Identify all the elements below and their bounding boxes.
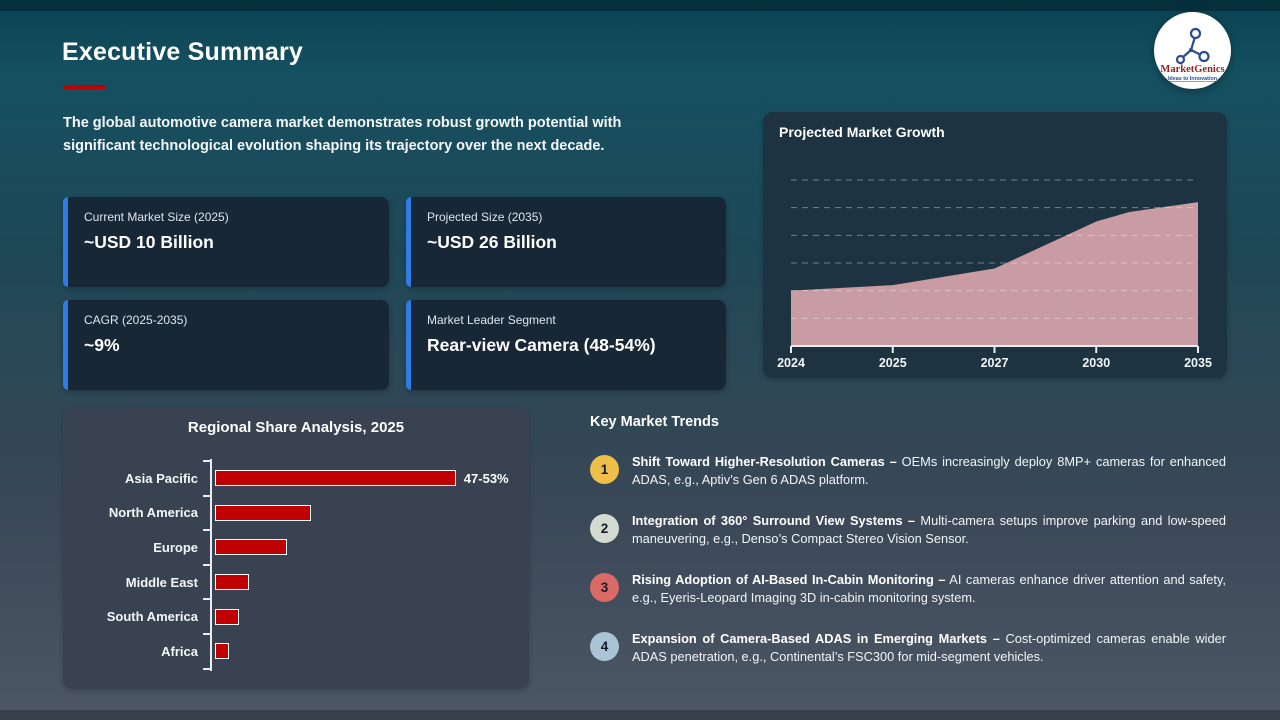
trends-heading: Key Market Trends — [590, 414, 719, 430]
growth-area-chart: 2024 2025 2027 2030 2035 — [777, 179, 1212, 370]
bar — [215, 504, 312, 521]
stat-card-projected-size: Projected Size (2035) ~USD 26 Billion — [406, 197, 726, 287]
bar-category-label: Africa — [161, 643, 198, 659]
bar-row: North America — [109, 496, 513, 531]
axis-tick — [203, 563, 210, 566]
bar-chart-plot: Asia Pacific 47-53% North America Europe Mid… — [107, 459, 513, 671]
bar-value-annotation: 47-53% — [463, 470, 509, 486]
trend-item: 4 Expansion of Camera-Based ADAS in Emerg… — [590, 630, 1226, 666]
trend-title: Shift Toward Higher-Resolution Cameras – — [632, 454, 897, 469]
stat-label: Current Market Size (2025) — [84, 210, 229, 224]
stat-card-grid: Current Market Size (2025) ~USD 10 Billi… — [63, 197, 726, 390]
trend-item: 1 Shift Toward Higher-Resolution Cameras … — [590, 453, 1226, 489]
stat-card-market-leader: Market Leader Segment Rear-view Camera (… — [406, 300, 726, 390]
axis-tick — [203, 667, 210, 670]
trend-title: Integration of 360° Surround View System… — [632, 513, 916, 528]
x-tick-label: 2027 — [981, 356, 1009, 370]
intro-line-1: The global automotive camera market demo… — [63, 115, 622, 131]
stat-value: ~USD 26 Billion — [427, 232, 557, 252]
trend-text: Expansion of Camera-Based ADAS in Emergi… — [632, 630, 1226, 666]
axis-tick — [203, 598, 210, 601]
card-accent-bar — [63, 300, 68, 390]
x-tick-label: 2030 — [1082, 356, 1110, 370]
key-market-trends-section: Key Market Trends 1 Shift Toward Higher-R… — [590, 408, 1226, 666]
bar-category-label: Asia Pacific — [125, 470, 198, 486]
trend-item: 2 Integration of 360° Surround View Syste… — [590, 512, 1226, 548]
stat-label: CAGR (2025-2035) — [84, 313, 188, 327]
x-tick-label: 2035 — [1184, 356, 1212, 370]
bar-category-label: Europe — [153, 539, 198, 555]
trend-number-badge: 2 — [590, 514, 619, 543]
trend-body: OEMs increasingly deploy 8MP+ cameras fo… — [632, 454, 1226, 487]
area-series — [791, 202, 1198, 346]
bar-row: Africa — [161, 634, 513, 669]
bar-category-label: North America — [108, 505, 198, 521]
trend-number-badge: 1 — [590, 455, 619, 484]
bottom-edge-strip — [0, 710, 1280, 720]
stat-label: Market Leader Segment — [427, 313, 556, 327]
bar-row: Europe — [153, 530, 513, 565]
top-edge-strip — [0, 0, 1280, 11]
axis-tick — [203, 633, 210, 635]
bar — [215, 539, 288, 556]
bar-category-label: Middle East — [125, 574, 198, 590]
regional-share-panel: Regional Share Analysis, 2025 Asia Pacif… — [63, 408, 529, 689]
marketgenics-logo: MarketGenics Ideas to Innovation — [1154, 12, 1231, 89]
trend-list: 1 Shift Toward Higher-Resolution Cameras … — [590, 453, 1226, 666]
trend-text: Shift Toward Higher-Resolution Cameras –… — [632, 453, 1226, 489]
logo-brand-text: MarketGenics — [1160, 64, 1224, 75]
bar-chart-y-axis — [210, 459, 212, 671]
bar — [215, 608, 240, 625]
trend-number-badge: 4 — [590, 632, 619, 661]
logo-tagline-text: Ideas to Innovation — [1168, 76, 1217, 82]
bar-row: South America — [107, 599, 513, 634]
title-underline — [63, 85, 106, 89]
axis-tick — [203, 494, 210, 497]
x-tick-label: 2024 — [777, 356, 805, 370]
x-tick-label: 2025 — [879, 356, 907, 370]
molecule-icon — [1175, 27, 1210, 65]
intro-line-2: significant technological evolution shap… — [63, 138, 605, 154]
projected-market-growth-panel: Projected Market Growth 2024 2025 2027 2030… — [763, 112, 1227, 378]
page-title: Executive Summary — [62, 38, 304, 66]
stat-value: Rear-view Camera (48-54%) — [427, 335, 656, 355]
bar-chart-title: Regional Share Analysis, 2025 — [187, 419, 405, 436]
trend-item: 3 Rising Adoption of AI-Based In-Cabin Mo… — [590, 571, 1226, 607]
trend-body: Cost-optimized cameras enable wider ADAS… — [632, 631, 1226, 664]
card-accent-bar — [63, 197, 68, 287]
bar — [215, 574, 249, 591]
stat-card-cagr: CAGR (2025-2035) ~9% — [63, 300, 389, 390]
bar-row: Middle East — [126, 565, 513, 600]
bar-category-label: South America — [106, 609, 198, 625]
trend-number-badge: 3 — [590, 573, 619, 602]
trend-text: Integration of 360° Surround View System… — [632, 512, 1226, 548]
axis-tick — [203, 460, 210, 462]
stat-label: Projected Size (2035) — [427, 210, 543, 224]
trend-text: Rising Adoption of AI-Based In-Cabin Mon… — [632, 571, 1226, 607]
trend-title: Expansion of Camera-Based ADAS in Emergi… — [632, 631, 1000, 646]
stat-card-current-market-size: Current Market Size (2025) ~USD 10 Billi… — [63, 197, 389, 287]
bar — [215, 470, 456, 487]
card-accent-bar — [406, 300, 411, 390]
trend-body: Multi-camera setups improve parking and … — [632, 513, 1227, 546]
card-accent-bar — [406, 197, 411, 287]
bar — [215, 643, 230, 660]
trend-title: Rising Adoption of AI-Based In-Cabin Mon… — [632, 572, 946, 587]
growth-chart-title: Projected Market Growth — [779, 124, 945, 140]
trend-body: AI cameras enhance driver attention and … — [632, 572, 1226, 605]
bar-row: Asia Pacific 47-53% — [125, 461, 513, 496]
logo-graphic: MarketGenics Ideas to Innovation — [1160, 27, 1225, 82]
intro-paragraph: The global automotive camera market demo… — [63, 112, 743, 158]
stat-value: ~USD 10 Billion — [84, 232, 214, 252]
stat-value: ~9% — [84, 335, 120, 355]
axis-tick — [203, 529, 210, 532]
